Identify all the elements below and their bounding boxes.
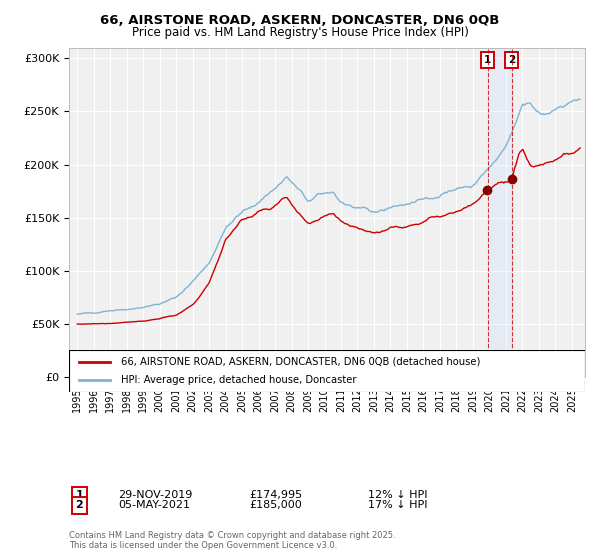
Text: 2: 2	[76, 500, 83, 510]
Text: 66, AIRSTONE ROAD, ASKERN, DONCASTER, DN6 0QB (detached house): 66, AIRSTONE ROAD, ASKERN, DONCASTER, DN…	[121, 357, 480, 367]
Text: 1: 1	[484, 55, 491, 66]
Text: 66, AIRSTONE ROAD, ASKERN, DONCASTER, DN6 0QB: 66, AIRSTONE ROAD, ASKERN, DONCASTER, DN…	[100, 14, 500, 27]
Text: Contains HM Land Registry data © Crown copyright and database right 2025.
This d: Contains HM Land Registry data © Crown c…	[69, 530, 395, 550]
Text: HPI: Average price, detached house, Doncaster: HPI: Average price, detached house, Donc…	[121, 375, 356, 385]
Text: 1: 1	[76, 490, 83, 500]
Text: 2: 2	[508, 55, 515, 66]
Text: 05-MAY-2021: 05-MAY-2021	[118, 500, 190, 510]
Text: 29-NOV-2019: 29-NOV-2019	[118, 490, 193, 500]
Bar	[488, 48, 512, 377]
Text: 17% ↓ HPI: 17% ↓ HPI	[368, 500, 428, 510]
Text: £174,995: £174,995	[250, 490, 303, 500]
Text: 12% ↓ HPI: 12% ↓ HPI	[368, 490, 428, 500]
Text: Price paid vs. HM Land Registry's House Price Index (HPI): Price paid vs. HM Land Registry's House …	[131, 26, 469, 39]
Text: £185,000: £185,000	[250, 500, 302, 510]
